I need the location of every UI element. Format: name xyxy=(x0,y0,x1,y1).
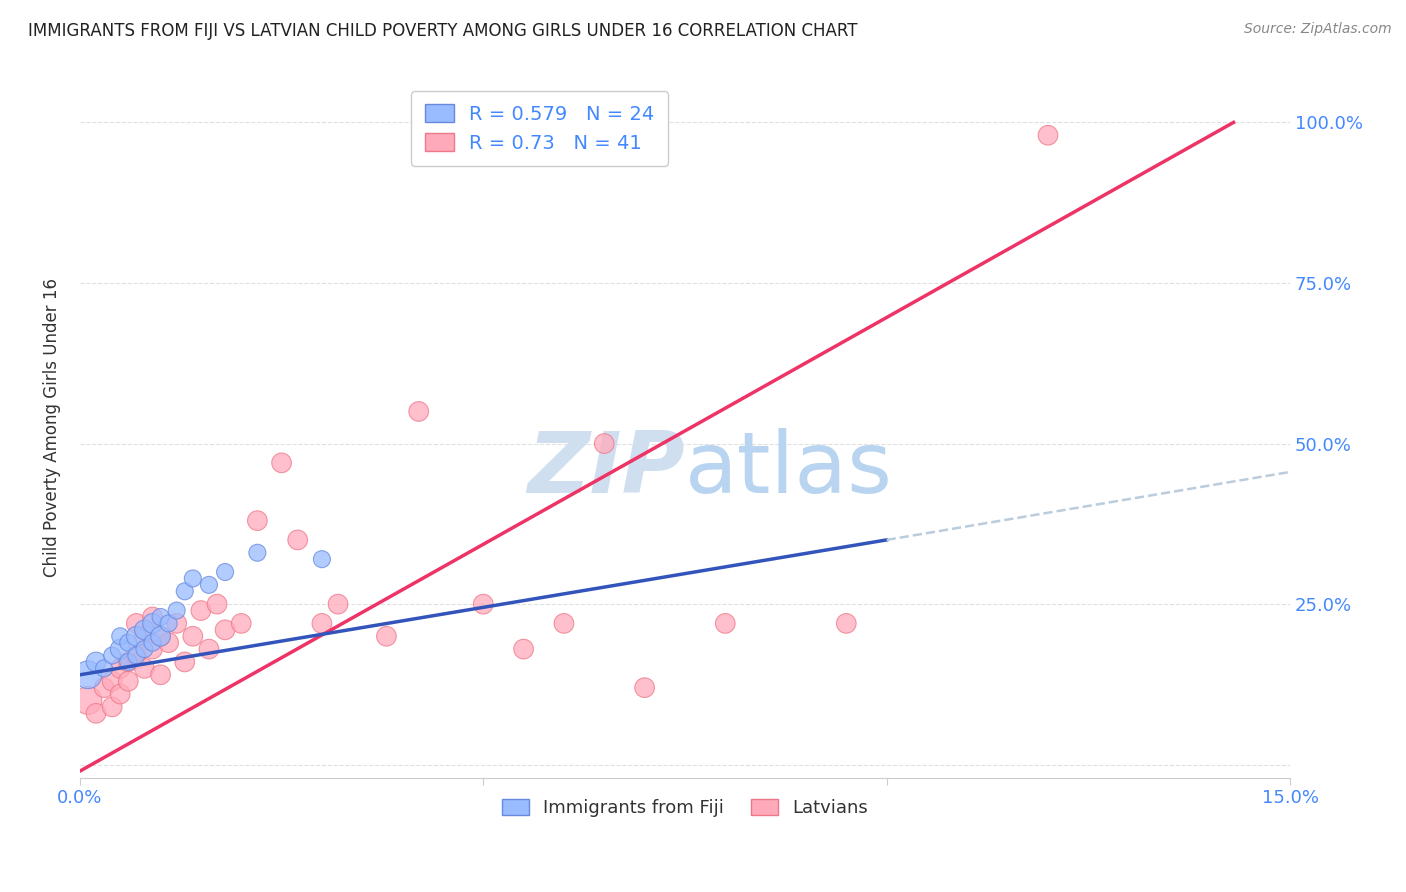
Point xyxy=(375,629,398,643)
Point xyxy=(205,597,228,611)
Point xyxy=(1036,128,1059,143)
Point xyxy=(512,642,534,657)
Point xyxy=(134,661,156,675)
Legend: Immigrants from Fiji, Latvians: Immigrants from Fiji, Latvians xyxy=(495,792,876,824)
Text: atlas: atlas xyxy=(685,428,893,511)
Point xyxy=(93,661,115,675)
Point xyxy=(125,629,148,643)
Point xyxy=(149,610,172,624)
Point xyxy=(141,642,163,657)
Point xyxy=(108,642,131,657)
Point xyxy=(181,571,204,585)
Point xyxy=(141,616,163,631)
Point xyxy=(101,648,124,663)
Point xyxy=(149,629,172,643)
Text: IMMIGRANTS FROM FIJI VS LATVIAN CHILD POVERTY AMONG GIRLS UNDER 16 CORRELATION C: IMMIGRANTS FROM FIJI VS LATVIAN CHILD PO… xyxy=(28,22,858,40)
Point xyxy=(134,642,156,657)
Point xyxy=(134,629,156,643)
Point xyxy=(714,616,737,631)
Point xyxy=(157,616,180,631)
Point xyxy=(472,597,495,611)
Point xyxy=(173,584,195,599)
Point xyxy=(93,681,115,695)
Point xyxy=(77,693,100,707)
Point xyxy=(311,552,333,566)
Point xyxy=(134,623,156,637)
Point xyxy=(117,635,139,649)
Point xyxy=(593,436,616,450)
Point xyxy=(125,616,148,631)
Point xyxy=(117,674,139,689)
Point xyxy=(149,629,172,643)
Point xyxy=(553,616,575,631)
Point xyxy=(125,648,148,663)
Point xyxy=(633,681,655,695)
Point xyxy=(77,667,100,681)
Point xyxy=(246,546,269,560)
Point xyxy=(117,655,139,669)
Point xyxy=(181,629,204,643)
Point xyxy=(270,456,292,470)
Point xyxy=(287,533,309,547)
Point xyxy=(326,597,349,611)
Point xyxy=(108,687,131,701)
Point xyxy=(408,404,430,418)
Point xyxy=(198,578,221,592)
Text: ZIP: ZIP xyxy=(527,428,685,511)
Point xyxy=(231,616,253,631)
Point xyxy=(149,667,172,681)
Point xyxy=(198,642,221,657)
Point xyxy=(835,616,858,631)
Point xyxy=(84,706,107,721)
Point xyxy=(108,629,131,643)
Point xyxy=(166,603,188,617)
Point xyxy=(108,661,131,675)
Point xyxy=(311,616,333,631)
Point xyxy=(117,655,139,669)
Point xyxy=(101,674,124,689)
Point xyxy=(141,610,163,624)
Point xyxy=(141,635,163,649)
Point xyxy=(214,623,236,637)
Text: Source: ZipAtlas.com: Source: ZipAtlas.com xyxy=(1244,22,1392,37)
Point xyxy=(101,699,124,714)
Point xyxy=(173,655,195,669)
Y-axis label: Child Poverty Among Girls Under 16: Child Poverty Among Girls Under 16 xyxy=(44,278,60,577)
Point xyxy=(166,616,188,631)
Point xyxy=(190,603,212,617)
Point xyxy=(125,648,148,663)
Point xyxy=(246,514,269,528)
Point xyxy=(214,565,236,579)
Point xyxy=(157,635,180,649)
Point xyxy=(84,655,107,669)
